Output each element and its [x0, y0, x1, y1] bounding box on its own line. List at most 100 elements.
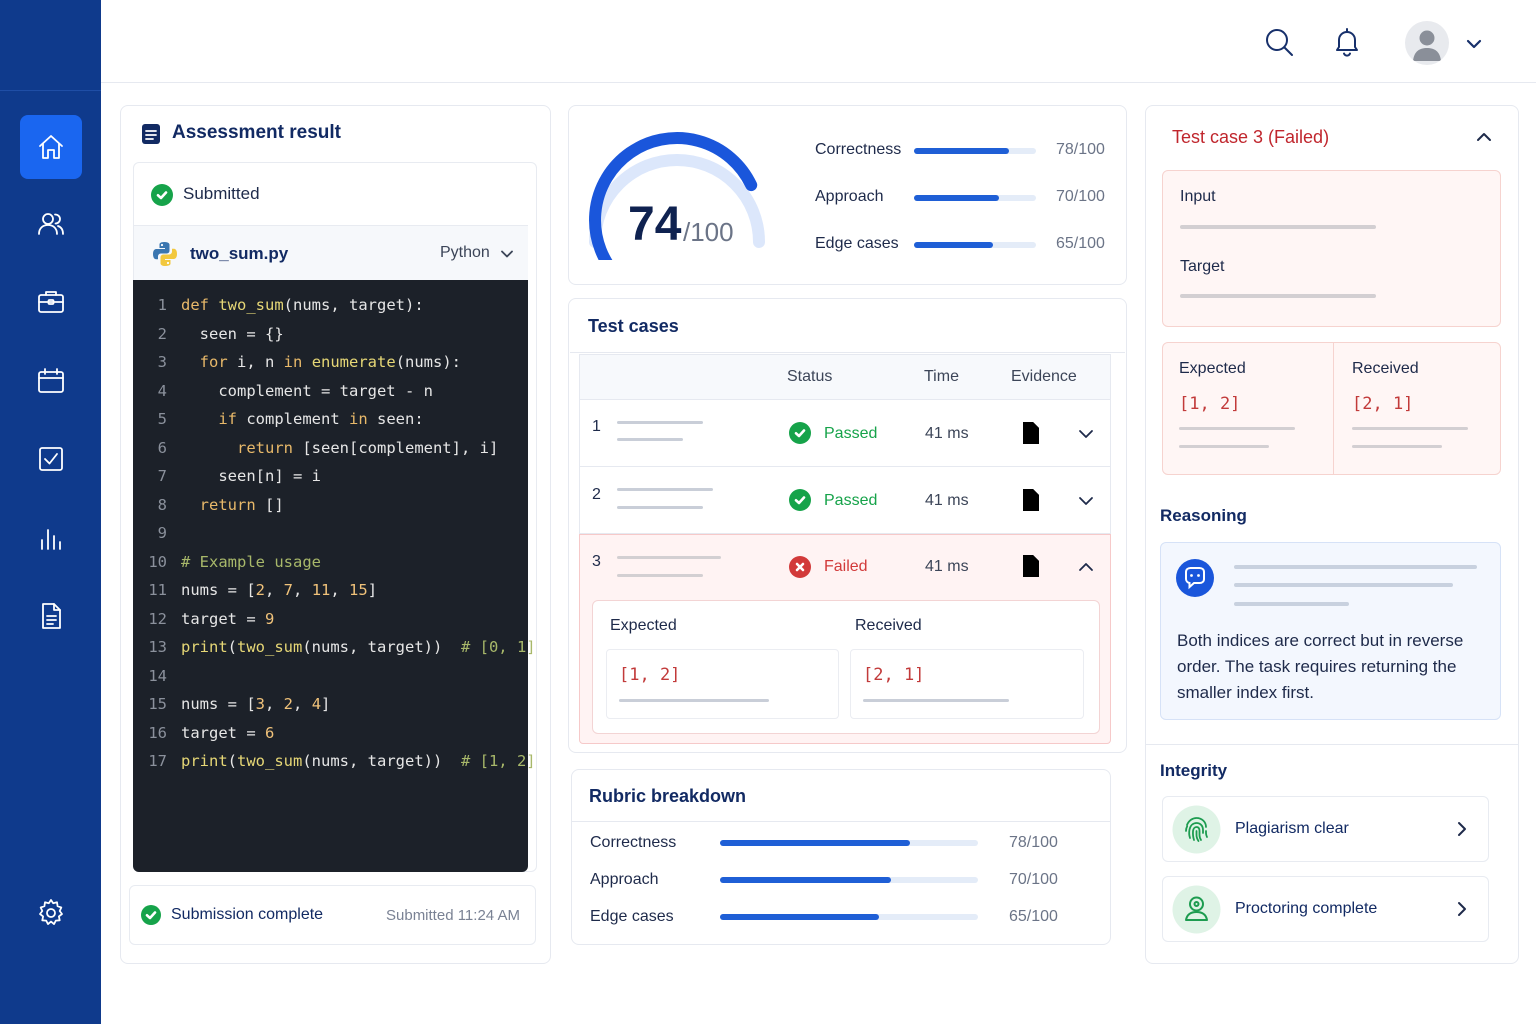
- sidebar-item-calendar[interactable]: [20, 349, 82, 413]
- rubric-value: 65/100: [1009, 908, 1058, 925]
- rubric-bar: [720, 840, 978, 846]
- search-button[interactable]: [1263, 26, 1295, 58]
- notifications-button[interactable]: [1331, 26, 1363, 58]
- metric-bar: [914, 242, 1036, 248]
- line-number: 5: [157, 410, 167, 428]
- check-circle-icon: [141, 905, 161, 925]
- chevron-right-icon[interactable]: [1453, 900, 1471, 918]
- line-number: 10: [148, 552, 167, 571]
- metric-label: Correctness: [815, 141, 902, 158]
- rubric-value: 78/100: [1009, 834, 1058, 851]
- evidence-document-icon[interactable]: [1020, 420, 1042, 446]
- code-line: 9: [133, 524, 528, 552]
- test-id: 3: [592, 553, 601, 570]
- expected-value: [1, 2]: [1179, 394, 1241, 414]
- code-line: 7 seen[n] = i: [133, 467, 528, 495]
- ai-chat-icon: [1176, 559, 1214, 597]
- code-line: 10 # Example usage: [133, 553, 528, 581]
- code-text: seen = {}: [181, 324, 284, 343]
- chevron-right-icon[interactable]: [1453, 820, 1471, 838]
- clipboard-icon: [142, 124, 160, 144]
- test-cases-title: Test cases: [588, 316, 679, 336]
- submission-footer: [129, 885, 536, 945]
- input-card: [1162, 170, 1501, 327]
- code-line: 17 print(two_sum(nums, target)) # [1, 2]: [133, 752, 535, 780]
- sidebar-item-home[interactable]: [20, 115, 82, 179]
- line-number: 4: [157, 381, 167, 400]
- reasoning-card: [1160, 542, 1501, 720]
- line-number: 6: [157, 438, 167, 457]
- assessment-title: Assessment result: [172, 122, 341, 143]
- evidence-document-icon[interactable]: [1020, 487, 1042, 513]
- line-number: 12: [148, 609, 167, 628]
- users-icon: [38, 213, 64, 235]
- code-line: 16 target = 6: [133, 724, 528, 752]
- sidebar-item-analytics[interactable]: [20, 506, 82, 570]
- test-id: 2: [592, 486, 601, 503]
- line-number: 17: [148, 752, 167, 770]
- sidebar-item-settings[interactable]: [20, 881, 82, 945]
- sidebar-item-jobs[interactable]: [20, 270, 82, 334]
- metric-label: Approach: [815, 188, 884, 205]
- sidebar-item-users[interactable]: [20, 192, 82, 256]
- code-text: target = 6: [181, 723, 275, 742]
- avatar[interactable]: [1405, 21, 1449, 65]
- received-value: [2, 1]: [863, 665, 925, 685]
- code-line: 5 if complement in seen:: [133, 410, 528, 438]
- test-status: Failed: [824, 558, 868, 575]
- reasoning-title: Reasoning: [1160, 506, 1247, 525]
- account-menu-toggle[interactable]: [1464, 34, 1484, 54]
- rubric-value: 70/100: [1009, 871, 1058, 888]
- check-circle-icon: [151, 184, 173, 206]
- home-icon: [39, 135, 63, 159]
- chevron-down-icon[interactable]: [499, 246, 515, 262]
- submission-status: Submitted: [183, 184, 260, 203]
- chevron-down-icon[interactable]: [1077, 492, 1095, 510]
- sidebar-item-reports[interactable]: [20, 584, 82, 648]
- check-circle-icon: [789, 489, 811, 511]
- calendar-icon: [38, 368, 64, 393]
- rubric-label: Correctness: [590, 834, 677, 851]
- evidence-document-icon[interactable]: [1020, 553, 1042, 579]
- testcase-panel-title: Test case 3 (Failed): [1172, 127, 1330, 147]
- chevron-up-icon[interactable]: [1474, 127, 1494, 147]
- test-time: 41 ms: [925, 425, 969, 442]
- expected-value: [1, 2]: [619, 665, 681, 685]
- code-text: return [seen[complement], i]: [237, 438, 499, 457]
- test-status: Passed: [824, 492, 878, 509]
- briefcase-icon: [38, 291, 64, 313]
- code-line: 3 for i, n in enumerate(nums):: [133, 353, 528, 381]
- code-text: # Example usage: [181, 552, 321, 571]
- code-editor[interactable]: 1 def two_sum(nums, target): 2 seen = {} 3 …: [133, 280, 536, 872]
- line-number: 14: [148, 666, 167, 685]
- fingerprint-icon: [1172, 805, 1221, 854]
- code-text: complement = target - n: [181, 381, 433, 400]
- user-avatar-icon: [1413, 30, 1441, 61]
- code-text: target = 9: [181, 609, 275, 628]
- line-number: 9: [157, 524, 167, 542]
- code-line: 15 nums = [3, 2, 4]: [133, 695, 528, 723]
- expected-label: Expected: [610, 617, 677, 634]
- line-number: 1: [157, 296, 167, 314]
- code-line: 6 return [seen[complement], i]: [133, 439, 528, 467]
- file-name: two_sum.py: [190, 244, 289, 263]
- code-text: if complement in seen:: [218, 410, 424, 428]
- sidebar-item-tasks[interactable]: [20, 427, 82, 491]
- table-header: [579, 354, 1111, 400]
- code-text: return []: [199, 495, 284, 514]
- submitted-time: Submitted 11:24 AM: [386, 907, 520, 924]
- language-select[interactable]: Python: [440, 244, 490, 261]
- metric-bar: [914, 195, 1036, 201]
- rubric-bar: [720, 914, 978, 920]
- metric-value: 78/100: [1056, 141, 1105, 158]
- expected-received-card: [1162, 342, 1501, 475]
- chevron-down-icon[interactable]: [1077, 425, 1095, 443]
- rubric-label: Edge cases: [590, 908, 674, 925]
- check-circle-icon: [789, 422, 811, 444]
- score-gauge: [589, 132, 765, 260]
- bell-icon: [1336, 28, 1358, 57]
- code-line: 11 nums = [2, 7, 11, 15]: [133, 581, 528, 609]
- python-logo-icon: [153, 242, 177, 266]
- chevron-up-icon[interactable]: [1077, 558, 1095, 576]
- table-body: [579, 400, 1111, 535]
